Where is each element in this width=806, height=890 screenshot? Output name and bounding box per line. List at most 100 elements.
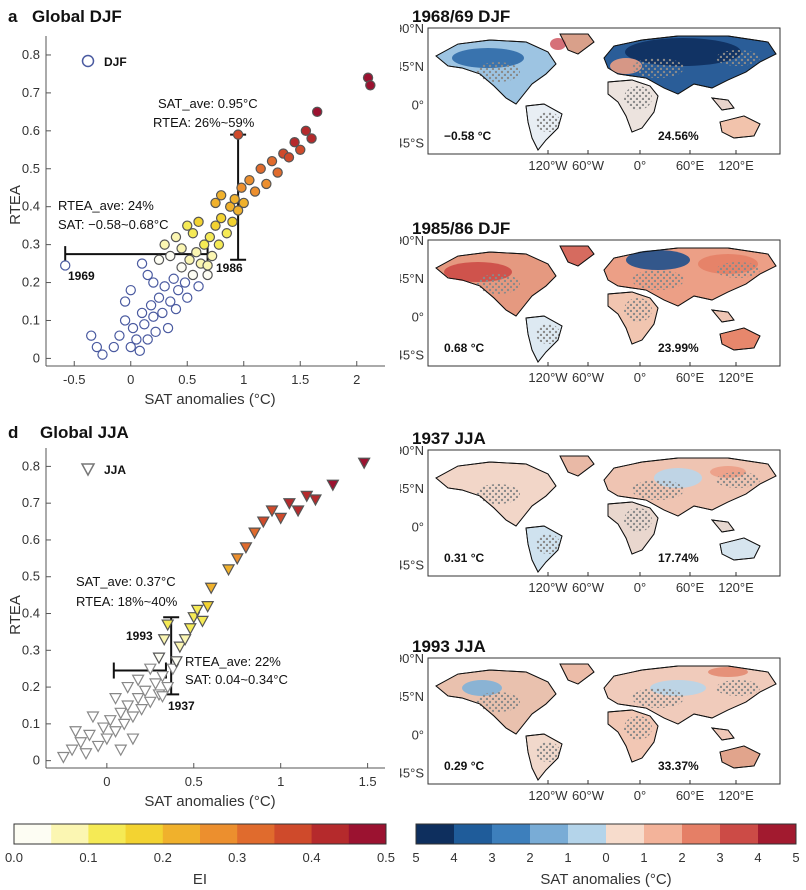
colorbar-frame bbox=[415, 823, 797, 845]
y-tick-label: 0 bbox=[33, 350, 40, 365]
y-tick-label: 0.4 bbox=[22, 199, 40, 214]
y-tick-label: 0.2 bbox=[22, 275, 40, 290]
map-title: 1968/69 DJF bbox=[412, 7, 510, 26]
colorbar-swatch bbox=[758, 824, 797, 844]
data-point bbox=[274, 512, 288, 525]
data-point bbox=[126, 733, 140, 746]
coastline bbox=[435, 251, 557, 317]
colorbars: 0.0 0.1 0.2 0.3 0.4 0.5 5 4 3 2 1 0 1 2 3 4 5 EI SAT an… bbox=[5, 823, 800, 888]
map-panel-e: e1937 JJA90°N45°N0°45°S120°W60°W0°60°E12… bbox=[400, 429, 781, 595]
data-point bbox=[103, 715, 117, 727]
axes-a: 0 0.1 0.2 0.3 0.4 0.5 0.6 0.7 0.8 -0.5 0 0.5 1 1.5 2 bbox=[22, 36, 385, 387]
x-tick-label: 0 bbox=[127, 372, 134, 387]
scatter-djf: a Global DJF 0 0.1 0.2 0.3 0.4 0.5 0.6 0.7 0.8 -0… bbox=[7, 7, 385, 408]
data-point bbox=[145, 300, 157, 311]
lon-tick-label: 60°W bbox=[572, 580, 605, 595]
data-point bbox=[202, 260, 213, 271]
map-rtea-value: 33.37% bbox=[658, 759, 699, 773]
data-point bbox=[91, 341, 103, 353]
data-point bbox=[153, 254, 165, 265]
data-point bbox=[121, 681, 135, 694]
data-point bbox=[119, 296, 131, 307]
data-point bbox=[191, 247, 202, 258]
data-point bbox=[265, 505, 279, 518]
coastline bbox=[607, 501, 659, 555]
ann-a-top-2: RTEA: 26%~59% bbox=[153, 115, 255, 130]
data-point bbox=[357, 457, 371, 470]
data-point bbox=[190, 604, 204, 617]
data-point bbox=[136, 258, 148, 269]
coastline bbox=[559, 33, 595, 55]
colorbar-swatch bbox=[606, 824, 645, 844]
lon-tick-label: 60°E bbox=[676, 788, 705, 803]
data-point bbox=[204, 582, 218, 595]
label-1986: 1986 bbox=[216, 261, 243, 275]
lat-tick-label: 45°S bbox=[400, 136, 424, 151]
legend-jja-marker bbox=[80, 463, 96, 477]
lat-tick-label: 0° bbox=[412, 309, 424, 324]
colorbar-swatch bbox=[14, 824, 52, 844]
coastline bbox=[710, 519, 735, 533]
data-point bbox=[165, 296, 176, 307]
data-point bbox=[182, 220, 193, 231]
colorbar-swatch bbox=[162, 824, 201, 844]
coastline bbox=[719, 537, 761, 561]
coastline bbox=[607, 79, 659, 133]
lat-tick-label: 90°N bbox=[400, 233, 424, 248]
data-point bbox=[142, 334, 153, 345]
colorbar-swatch bbox=[311, 824, 350, 844]
significance-stipple bbox=[716, 680, 760, 696]
data-point bbox=[256, 516, 270, 529]
data-point bbox=[272, 167, 283, 178]
colorbar-swatch bbox=[88, 824, 127, 844]
map-panel-f: f1993 JJA90°N45°N0°45°S120°W60°W0°60°E12… bbox=[400, 637, 781, 803]
coastline bbox=[607, 291, 659, 345]
data-point bbox=[193, 216, 204, 228]
data-point bbox=[204, 231, 216, 243]
significance-stipple bbox=[476, 62, 520, 82]
data-point bbox=[178, 634, 192, 647]
coastline bbox=[525, 525, 563, 573]
coastline bbox=[559, 455, 595, 477]
data-point bbox=[187, 269, 199, 281]
data-point bbox=[215, 212, 227, 224]
colorbar-swatch bbox=[348, 824, 387, 844]
data-point bbox=[125, 284, 136, 296]
lon-tick-label: 120°W bbox=[528, 788, 568, 803]
significance-stipple bbox=[476, 484, 520, 504]
data-point bbox=[114, 330, 125, 341]
map-title: 1993 JJA bbox=[412, 637, 486, 656]
coastline bbox=[719, 327, 761, 351]
data-point bbox=[238, 197, 249, 209]
lat-tick-label: 45°N bbox=[400, 481, 424, 496]
map-sat-value: 0.68 °C bbox=[444, 341, 484, 355]
panel-d-letter: d bbox=[8, 423, 18, 442]
colorbar-tick-label: 4 bbox=[754, 850, 761, 865]
significance-stipple bbox=[476, 274, 520, 294]
data-point bbox=[69, 726, 83, 738]
data-point bbox=[100, 733, 114, 746]
data-point bbox=[183, 623, 197, 635]
x-tick-label: -0.5 bbox=[63, 372, 85, 387]
data-point bbox=[187, 228, 199, 239]
significance-stipple bbox=[536, 112, 560, 132]
coastline bbox=[525, 315, 563, 363]
data-point bbox=[173, 641, 187, 654]
panel-a-letter: a bbox=[8, 7, 18, 26]
data-point bbox=[82, 729, 96, 742]
ann-d-right-1: RTEA_ave: 22% bbox=[185, 654, 281, 669]
coastline bbox=[607, 709, 659, 763]
data-point bbox=[152, 652, 166, 665]
data-point bbox=[134, 345, 145, 357]
data-point bbox=[126, 711, 140, 724]
data-point bbox=[109, 693, 123, 705]
data-point bbox=[173, 284, 184, 296]
colorbar-tick-label: 0.1 bbox=[79, 850, 97, 865]
x-tick-label: 1 bbox=[240, 372, 247, 387]
coastline bbox=[525, 733, 563, 781]
data-point bbox=[169, 656, 183, 669]
panel-a-title: Global DJF bbox=[32, 7, 122, 26]
data-point bbox=[157, 307, 168, 319]
coastline bbox=[710, 309, 735, 323]
data-point bbox=[149, 678, 163, 691]
